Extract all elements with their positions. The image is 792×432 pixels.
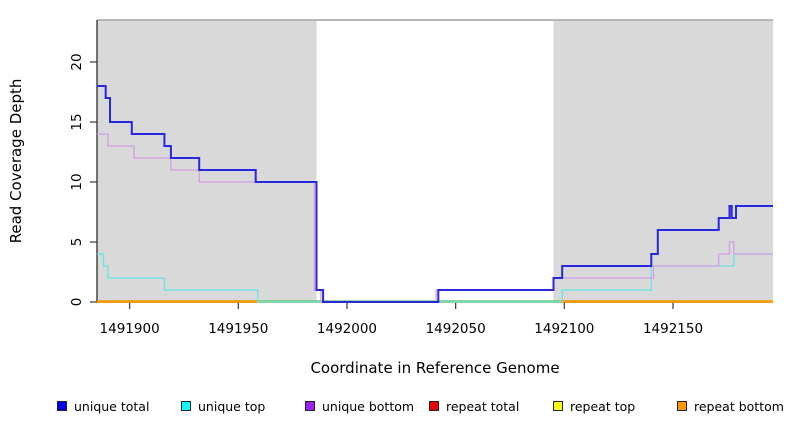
chart-legend: unique total unique top unique bottom re…: [0, 397, 792, 419]
legend-label: repeat bottom: [694, 398, 784, 414]
repeat-top-swatch: [553, 401, 563, 411]
x-axis-title: Coordinate in Reference Genome: [310, 359, 559, 377]
legend-label: unique top: [198, 398, 266, 414]
legend-label: unique bottom: [322, 398, 415, 414]
shaded-region: [97, 21, 317, 302]
unique-top-swatch: [181, 401, 191, 411]
legend-label: unique total: [74, 398, 150, 414]
y-tick-label: 10: [69, 173, 85, 190]
legend-item-repeat-top: repeat top: [553, 397, 635, 415]
y-tick-label: 5: [69, 238, 85, 247]
unique-total-swatch: [57, 401, 67, 411]
chart-canvas: 1491900 1491950 1492000 1492050 1492100 14921…: [7, 19, 773, 377]
y-tick-label: 15: [69, 113, 85, 130]
legend-item-unique-top: unique top: [181, 397, 265, 415]
unique-bottom-swatch: [305, 401, 315, 411]
x-tick-label: 1491950: [208, 321, 268, 337]
y-tick-label: 0: [69, 298, 85, 307]
shaded-region: [553, 21, 773, 302]
x-tick-label: 1492150: [643, 321, 703, 337]
legend-item-repeat-bottom: repeat bottom: [677, 397, 784, 415]
x-tick-label: 1492100: [534, 321, 594, 337]
coverage-step-chart: 1491900 1491950 1492000 1492050 1492100 14921…: [7, 19, 773, 377]
y-tick-label: 20: [69, 53, 85, 70]
legend-item-unique-bottom: unique bottom: [305, 397, 414, 415]
repeat-total-swatch: [429, 401, 439, 411]
x-tick-label: 1492000: [317, 321, 377, 337]
y-axis-title: Read Coverage Depth: [7, 79, 25, 244]
legend-item-repeat-total: repeat total: [429, 397, 519, 415]
x-tick-label: 1492050: [426, 321, 486, 337]
x-tick-label: 1491900: [100, 321, 160, 337]
legend-label: repeat top: [570, 398, 636, 414]
repeat-bottom-swatch: [677, 401, 687, 411]
legend-label: repeat total: [446, 398, 520, 414]
legend-item-unique-total: unique total: [57, 397, 149, 415]
series-unique-total: [97, 85, 773, 303]
